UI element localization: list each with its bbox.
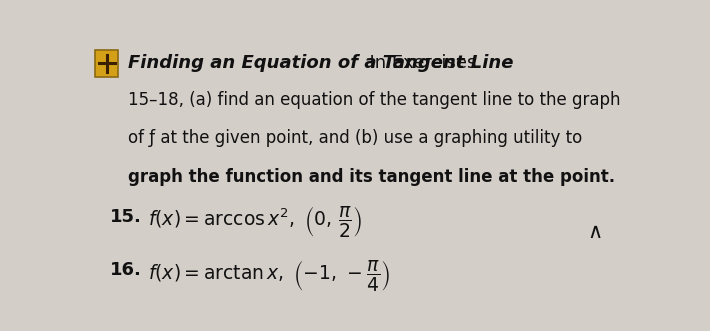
Text: $f(x) = \mathrm{arccos}\, x^2,\ \left(0,\,\dfrac{\pi}{2}\right)$: $f(x) = \mathrm{arccos}\, x^2,\ \left(0,… (148, 204, 362, 239)
Text: 15.: 15. (109, 208, 141, 226)
Text: 15–18, (a) find an equation of the tangent line to the graph: 15–18, (a) find an equation of the tange… (129, 91, 621, 109)
Text: In Exercises: In Exercises (359, 54, 476, 72)
Text: $\wedge$: $\wedge$ (586, 222, 601, 242)
Text: $f(x) = \mathrm{arctan}\, x,\ \left(-1,\,-\dfrac{\pi}{4}\right)$: $f(x) = \mathrm{arctan}\, x,\ \left(-1,\… (148, 258, 391, 293)
Text: graph the function and its tangent line at the point.: graph the function and its tangent line … (129, 168, 616, 186)
Text: of ƒ at the given point, and (b) use a graphing utility to: of ƒ at the given point, and (b) use a g… (129, 129, 583, 147)
Text: Finding an Equation of a Tangent Line: Finding an Equation of a Tangent Line (129, 54, 514, 72)
FancyBboxPatch shape (95, 50, 119, 77)
Text: 16.: 16. (109, 261, 141, 279)
